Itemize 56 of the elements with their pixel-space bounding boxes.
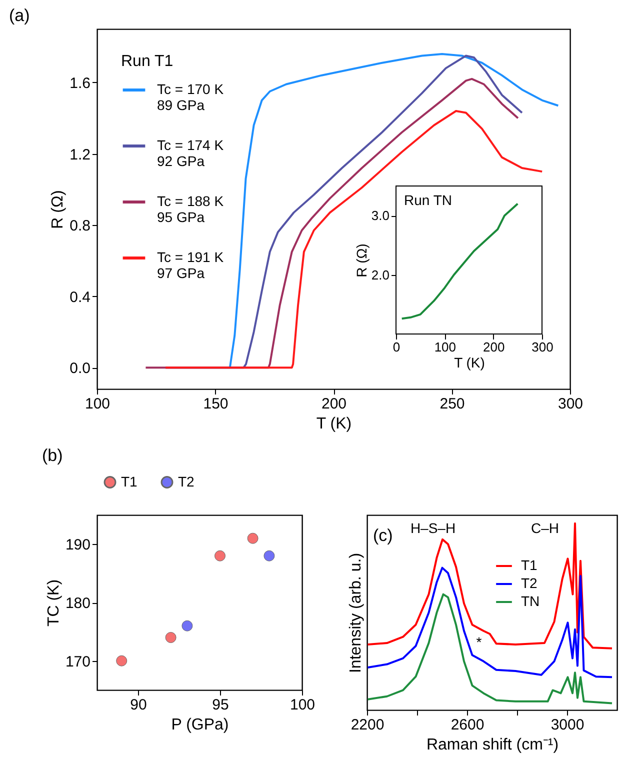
point — [182, 620, 193, 632]
x-axis-title: T (K) — [454, 354, 485, 370]
legend-label: Tc = 188 K 95 GPa — [157, 193, 224, 225]
annotation: H–S–H — [410, 520, 456, 536]
legend-label: T1 — [121, 473, 138, 490]
x-tick-label: 300 — [532, 340, 554, 354]
y-axis-title: Intensity (arb. u.) — [348, 552, 364, 674]
y-tick-label: 0.0 — [70, 360, 90, 378]
y-tick-label: 170 — [65, 653, 90, 670]
annotation: Run TN — [404, 192, 452, 208]
legend-label: Tc = 170 K 89 GPa — [157, 81, 224, 113]
y-tick-label: 2.0 — [371, 267, 390, 282]
x-tick-label: 100 — [290, 696, 316, 714]
x-tick-label: 95 — [212, 696, 229, 714]
point — [214, 550, 226, 562]
legend-label: Tc = 174 K 92 GPa — [157, 137, 224, 169]
x-axis-title: Raman shift (cm⁻¹) — [426, 736, 559, 754]
x-tick-label: 200 — [482, 340, 505, 354]
x-tick-label: 250 — [440, 396, 465, 412]
chart-title: (b) — [42, 446, 63, 465]
point — [116, 655, 128, 666]
annotation: * — [476, 634, 482, 650]
y-axis-title: TC (K) — [45, 579, 62, 627]
legend-title: Run T1 — [121, 53, 174, 70]
point — [247, 532, 258, 544]
annotation: C–H — [530, 520, 560, 536]
chart-title: (a) — [9, 6, 30, 25]
x-tick-label: 300 — [558, 396, 584, 412]
y-tick-label: 190 — [65, 536, 90, 554]
x-axis-title: P (GPa) — [171, 716, 229, 734]
legend-label: T2 — [178, 473, 195, 490]
x-tick-label: 150 — [203, 396, 228, 412]
x-tick-label: 3000 — [550, 716, 584, 734]
legend-label: T1 — [521, 557, 538, 573]
x-axis-title: T (K) — [316, 416, 352, 432]
x-tick-label: 90 — [130, 696, 147, 714]
legend-label: T2 — [521, 575, 538, 591]
x-tick-label: 100 — [84, 396, 110, 412]
x-tick-label: 200 — [321, 396, 347, 412]
point — [165, 632, 176, 643]
x-tick-label: 0 — [392, 340, 400, 354]
chart-title: (c) — [373, 526, 393, 545]
legend-label: TN — [521, 593, 540, 609]
x-tick-label: 2600 — [450, 716, 484, 734]
y-tick-label: 1.6 — [70, 74, 90, 92]
y-axis-title: R (Ω) — [50, 190, 67, 229]
y-tick-label: 0.8 — [70, 218, 90, 235]
y-tick-label: 3.0 — [371, 208, 390, 224]
point — [264, 550, 275, 562]
y-tick-label: 180 — [65, 595, 90, 612]
x-tick-label: 100 — [434, 340, 456, 354]
x-tick-label: 2200 — [350, 716, 384, 734]
y-tick-label: 1.2 — [70, 146, 90, 164]
legend-label: Tc = 191 K 97 GPa — [157, 249, 224, 281]
y-tick-label: 0.4 — [70, 288, 90, 306]
y-axis-title: R (Ω) — [353, 244, 370, 278]
